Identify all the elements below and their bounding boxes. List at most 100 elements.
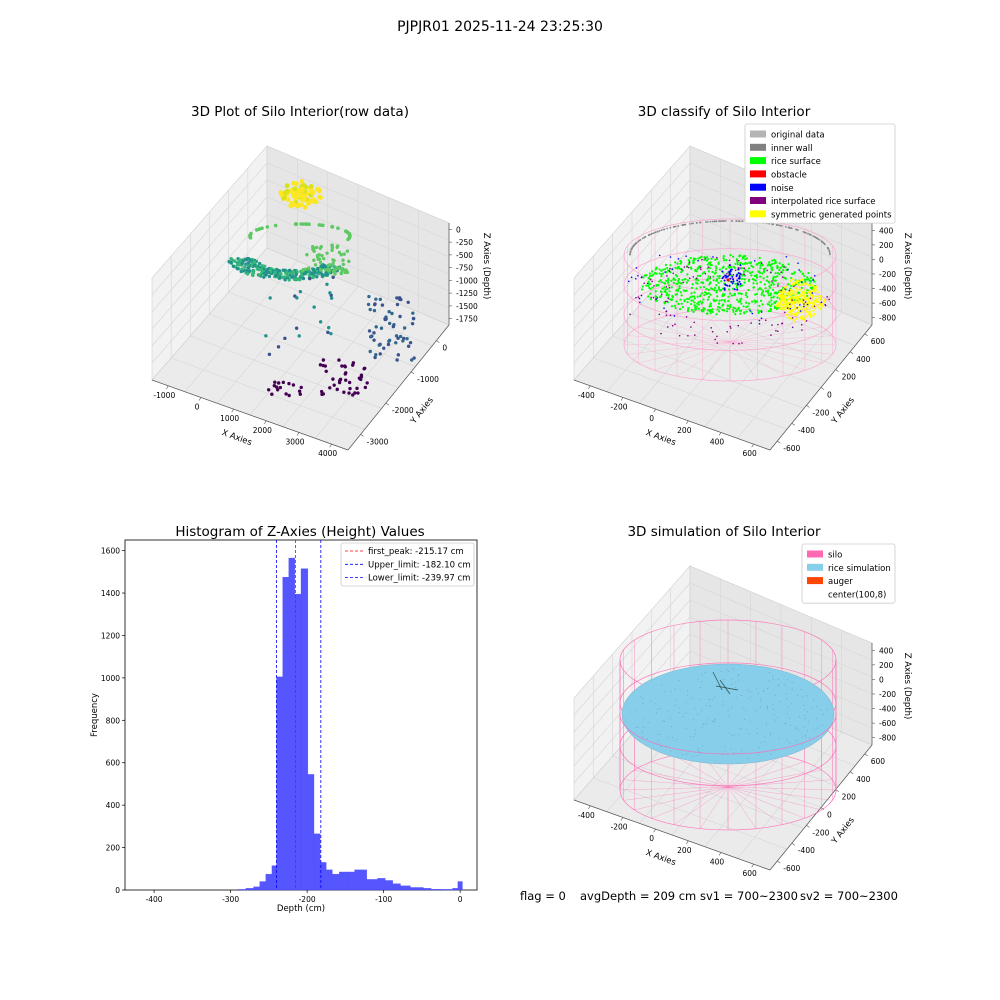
data-point — [672, 272, 675, 275]
rice-texture — [801, 696, 803, 698]
data-point — [813, 285, 816, 289]
rice-texture — [731, 735, 733, 737]
silo-spoke — [627, 341, 731, 355]
data-point — [685, 289, 688, 292]
data-point — [635, 277, 637, 280]
data-point — [801, 272, 805, 275]
x-tick-label: 0 — [458, 895, 463, 904]
rice-texture — [760, 701, 762, 703]
data-point — [722, 254, 725, 258]
data-point — [716, 295, 719, 298]
data-point — [394, 334, 399, 338]
data-point — [299, 178, 305, 184]
data-point — [298, 392, 302, 396]
data-point — [780, 271, 782, 274]
silo-spoke — [729, 341, 806, 371]
data-point — [788, 313, 791, 316]
rice-texture — [801, 744, 803, 746]
data-point — [772, 283, 775, 286]
rice-texture — [758, 746, 760, 748]
data-point — [660, 281, 663, 284]
rice-texture — [800, 688, 802, 690]
data-point — [811, 292, 814, 294]
data-point — [798, 284, 801, 287]
data-point — [742, 305, 745, 308]
data-point — [387, 339, 391, 344]
z-axis-label: Z Axies (Depth) — [902, 233, 912, 300]
data-point — [688, 222, 691, 225]
data-point — [725, 310, 729, 313]
rice-texture — [787, 679, 789, 681]
y-tick-label: -200 — [812, 408, 829, 417]
data-point — [329, 331, 333, 336]
data-point — [373, 302, 377, 306]
data-point — [666, 227, 669, 230]
data-point — [264, 334, 268, 338]
histogram-bar — [457, 881, 463, 891]
data-point — [738, 255, 741, 258]
data-point — [651, 280, 654, 283]
data-point — [720, 280, 723, 283]
data-point — [752, 265, 755, 269]
data-point — [637, 275, 639, 277]
legend: original data inner wall rice surface obsta… — [744, 123, 896, 224]
rice-texture — [670, 691, 672, 693]
rice-texture — [778, 737, 780, 739]
data-point — [324, 369, 328, 373]
data-point — [723, 288, 726, 291]
data-point — [677, 266, 681, 269]
rice-texture — [748, 697, 750, 699]
data-point — [729, 269, 732, 272]
data-point — [783, 297, 786, 300]
data-point — [278, 385, 283, 390]
rice-texture — [660, 746, 662, 748]
data-point — [796, 229, 799, 231]
data-point — [828, 250, 831, 253]
data-point — [652, 273, 655, 276]
data-point — [705, 312, 709, 315]
panel-simulation: 3D simulation of Silo Interior -400 -200 0… — [573, 524, 912, 878]
data-point — [704, 257, 707, 260]
data-point — [686, 300, 689, 304]
data-point — [701, 272, 704, 275]
data-point — [680, 282, 683, 285]
data-point — [764, 287, 767, 290]
data-point — [797, 311, 800, 314]
data-point — [706, 298, 710, 301]
rice-texture — [768, 672, 770, 674]
data-point — [755, 292, 758, 296]
silo-spoke — [727, 761, 805, 788]
data-point — [745, 291, 748, 295]
rice-texture — [766, 705, 768, 707]
data-point — [819, 295, 822, 298]
data-point — [790, 295, 794, 299]
data-point — [762, 277, 765, 280]
data-point — [340, 364, 344, 368]
rice-texture — [760, 698, 762, 700]
panel-title: 3D simulation of Silo Interior — [627, 524, 821, 540]
data-point — [789, 303, 791, 306]
data-point — [669, 226, 672, 229]
data-point — [325, 282, 329, 286]
data-point — [363, 366, 367, 371]
data-point — [761, 303, 764, 306]
data-point — [687, 266, 690, 269]
data-point — [654, 231, 656, 234]
data-point — [338, 378, 342, 383]
data-point — [827, 247, 830, 250]
data-point — [660, 229, 663, 232]
rice-texture — [701, 673, 703, 675]
data-point — [246, 261, 251, 265]
rice-texture — [712, 699, 714, 701]
data-point — [248, 235, 253, 239]
panel-histogram: Histogram of Z-Axies (Height) Values -40… — [90, 524, 478, 914]
z-tick-label: 400 — [879, 226, 894, 235]
data-point — [673, 304, 677, 307]
z-tick-label: -200 — [879, 270, 896, 279]
data-point — [655, 284, 658, 287]
y-tick-label: -400 — [798, 426, 815, 435]
data-point — [716, 335, 718, 338]
rice-texture — [647, 721, 649, 723]
data-point — [267, 274, 272, 279]
data-point — [805, 310, 808, 313]
